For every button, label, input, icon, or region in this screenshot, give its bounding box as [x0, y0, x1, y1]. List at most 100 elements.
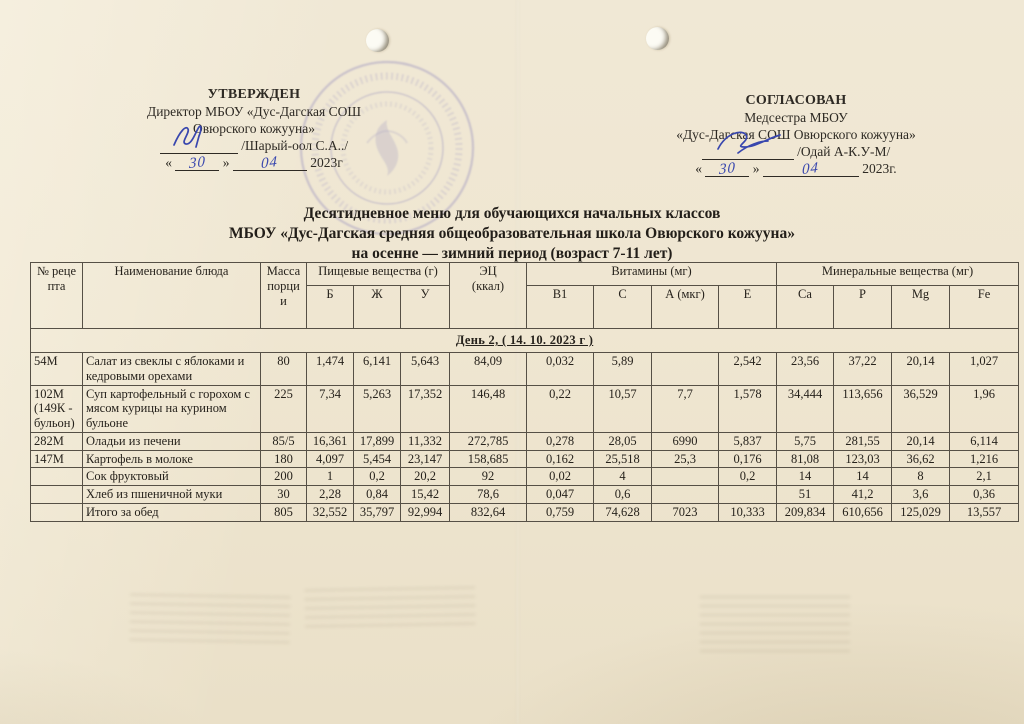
- col-header-e: Е: [718, 285, 777, 329]
- recipe-number-cell: [30, 502, 83, 522]
- value-cell: 80: [260, 352, 307, 386]
- recipe-number-cell: [30, 485, 83, 504]
- value-cell: 14: [833, 467, 892, 486]
- handwritten-day: 30: [718, 159, 736, 179]
- agreement-line1: Медсестра МБОУ: [744, 110, 848, 125]
- approval-year: 2023г: [310, 155, 343, 170]
- value-cell: 20,14: [891, 352, 950, 386]
- value-cell: 20,14: [891, 431, 950, 451]
- value-cell: 832,64: [449, 502, 527, 522]
- value-cell: 5,454: [353, 449, 401, 469]
- menu-row: 102М (149К - бульон) Суп картофельный с г…: [30, 384, 1020, 433]
- col-header-a: А (мкг): [651, 285, 719, 329]
- value-cell: [651, 352, 719, 386]
- value-cell: 158,685: [449, 449, 527, 469]
- col-header-fe: Fe: [948, 285, 1020, 329]
- dish-name-cell: Суп картофельный с горохом с мясом куриц…: [82, 384, 261, 433]
- value-cell: [718, 485, 777, 504]
- value-cell: 36,62: [891, 449, 950, 469]
- value-cell: 225: [260, 384, 307, 433]
- value-cell: 1,474: [306, 352, 354, 386]
- value-cell: 6990: [651, 431, 719, 451]
- value-cell: 0,2: [718, 467, 777, 486]
- value-cell: 0,22: [526, 384, 594, 433]
- agreement-block: СОГЛАСОВАН Медсестра МБОУ «Дус-Дагская С…: [638, 92, 954, 179]
- value-cell: 13,557: [948, 502, 1020, 522]
- value-cell: 180: [260, 449, 307, 469]
- value-cell: 805: [260, 502, 307, 522]
- approval-title: УТВЕРЖДЕН: [207, 87, 301, 102]
- value-cell: 0,6: [593, 485, 652, 504]
- agreement-date-line: « 30 » 04 2023г.: [695, 159, 897, 179]
- value-cell: 7,34: [306, 384, 354, 433]
- col-group-nutrients: Пищевые вещества (г): [306, 262, 450, 286]
- value-cell: 11,332: [400, 431, 450, 451]
- value-cell: 2,542: [718, 352, 777, 386]
- approval-block: УТВЕРЖДЕН Директор МБОУ «Дус-Дагская СОШ…: [104, 86, 404, 173]
- value-cell: 2,28: [306, 485, 354, 504]
- recipe-number-cell: 54М: [30, 352, 83, 386]
- hole-punch-right: [646, 27, 669, 50]
- dish-name-cell: Картофель в молоке: [82, 449, 261, 469]
- col-header-ca: Ca: [776, 285, 834, 329]
- col-header-c: С: [593, 285, 652, 329]
- value-cell: 6,141: [353, 352, 401, 386]
- bleed-through-smudge: [129, 586, 291, 644]
- menu-row: 282М Оладьи из печени 85/5 16,361 17,899 11,3…: [30, 431, 1020, 451]
- value-cell: 15,42: [400, 485, 450, 504]
- menu-table: № рецепта Наименование блюда Масса порци…: [29, 262, 1020, 522]
- value-cell: 10,57: [593, 384, 652, 433]
- value-cell: 0,2: [353, 467, 401, 486]
- value-cell: 41,2: [833, 485, 892, 504]
- dish-name-cell: Итого за обед: [82, 502, 261, 522]
- value-cell: 0,032: [526, 352, 594, 386]
- col-header-carbs: У: [400, 285, 450, 329]
- col-header-dish: Наименование блюда: [82, 262, 261, 329]
- menu-row: Итого за обед 805 32,552 35,797 92,994 832,64…: [30, 502, 1020, 522]
- value-cell: 6,114: [948, 431, 1020, 451]
- value-cell: 25,3: [651, 449, 719, 469]
- value-cell: 281,55: [833, 431, 892, 451]
- value-cell: 16,361: [306, 431, 354, 451]
- director-name: /Шарый-оол С.А../: [241, 138, 349, 153]
- title-line1: Десятидневное меню для обучающихся начал…: [303, 205, 721, 222]
- col-group-vitamins: Витамины (мг): [526, 262, 777, 286]
- value-cell: 5,643: [400, 352, 450, 386]
- nurse-name: /Одай А-К.У-М/: [797, 144, 891, 159]
- hole-punch-left: [366, 29, 389, 52]
- value-cell: 5,89: [593, 352, 652, 386]
- recipe-number-cell: [30, 467, 83, 486]
- value-cell: 7023: [651, 502, 719, 522]
- value-cell: 84,09: [449, 352, 527, 386]
- value-cell: 85/5: [260, 431, 307, 451]
- col-header-recipe: № рецепта: [30, 262, 83, 329]
- value-cell: 113,656: [833, 384, 892, 433]
- value-cell: 78,6: [449, 485, 527, 504]
- dish-name-cell: Сок фруктовый: [82, 467, 261, 486]
- value-cell: 5,263: [353, 384, 401, 433]
- value-cell: 8: [891, 467, 950, 486]
- menu-row: Хлеб из пшеничной муки 30 2,28 0,84 15,42 78,…: [30, 485, 1020, 504]
- dish-name-cell: Салат из свеклы с яблоками и кедровыми о…: [82, 352, 261, 386]
- day-header-row: День 2, ( 14. 10. 2023 г ): [29, 328, 1020, 353]
- col-header-protein: Б: [306, 285, 354, 329]
- value-cell: 74,628: [593, 502, 652, 522]
- bleed-through-smudge: [700, 596, 850, 652]
- nurse-signature-icon: [716, 131, 781, 154]
- value-cell: 0,047: [526, 485, 594, 504]
- value-cell: 0,759: [526, 502, 594, 522]
- recipe-number-cell: 147М: [30, 449, 83, 469]
- col-header-mg: Mg: [891, 285, 950, 329]
- value-cell: [651, 467, 719, 486]
- value-cell: 0,176: [718, 449, 777, 469]
- col-group-minerals: Минеральные вещества (мг): [775, 262, 1020, 286]
- value-cell: 3,6: [891, 485, 950, 504]
- approval-line2: Овюрского кожууна»: [193, 121, 315, 136]
- value-cell: 2,1: [948, 467, 1020, 486]
- value-cell: 14: [776, 467, 834, 486]
- handwritten-month: 04: [261, 153, 279, 173]
- value-cell: 1,216: [948, 449, 1020, 469]
- agreement-sign-line: /Одай А-К.У-М/: [638, 131, 954, 160]
- handwritten-day: 30: [188, 153, 206, 173]
